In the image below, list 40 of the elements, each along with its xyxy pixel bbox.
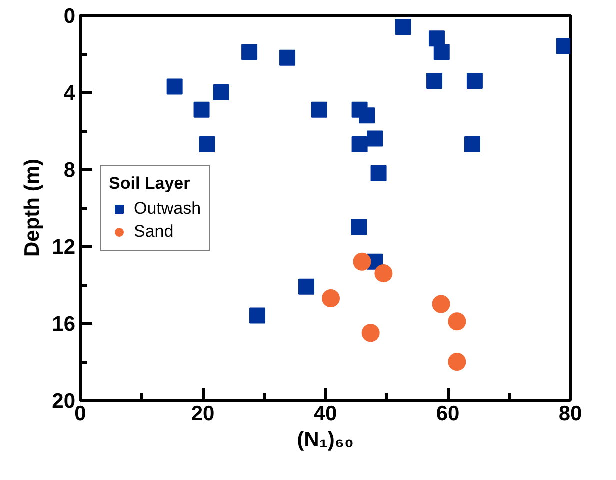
y-tick-label: 16 (52, 313, 76, 336)
point (466, 72, 483, 89)
point (448, 312, 466, 331)
point (280, 50, 296, 66)
point (426, 72, 443, 89)
point (199, 136, 216, 152)
y-axis-title: Depth (m) (21, 158, 44, 257)
point (242, 44, 258, 60)
y-tick-label: 0 (64, 5, 76, 28)
legend-title: Soil Layer (109, 174, 192, 194)
point (374, 264, 393, 282)
legend-label: Sand (134, 222, 174, 242)
y-tick-label: 12 (52, 236, 76, 259)
point (351, 219, 368, 236)
point (353, 252, 372, 271)
point (322, 289, 340, 308)
point (464, 136, 480, 152)
point (370, 165, 387, 182)
x-tick-label: 40 (314, 402, 338, 426)
point (194, 102, 210, 118)
point (166, 78, 183, 95)
point (311, 102, 328, 118)
point (367, 130, 384, 147)
point (213, 84, 230, 100)
point (359, 108, 376, 124)
point (298, 278, 315, 295)
point (250, 308, 266, 324)
point (362, 324, 380, 342)
x-tick-label: 20 (191, 402, 215, 426)
y-tick-label: 4 (64, 82, 76, 105)
point (432, 295, 450, 314)
x-axis-title: (N₁)₆₀ (297, 428, 354, 452)
point (352, 136, 368, 152)
x-tick-label: 60 (436, 402, 460, 426)
x-tick-label: 80 (558, 402, 582, 426)
legend-label: Outwash (134, 198, 202, 218)
point (434, 44, 450, 60)
point (448, 353, 466, 371)
y-tick-label: 8 (64, 159, 76, 182)
point (395, 19, 412, 36)
